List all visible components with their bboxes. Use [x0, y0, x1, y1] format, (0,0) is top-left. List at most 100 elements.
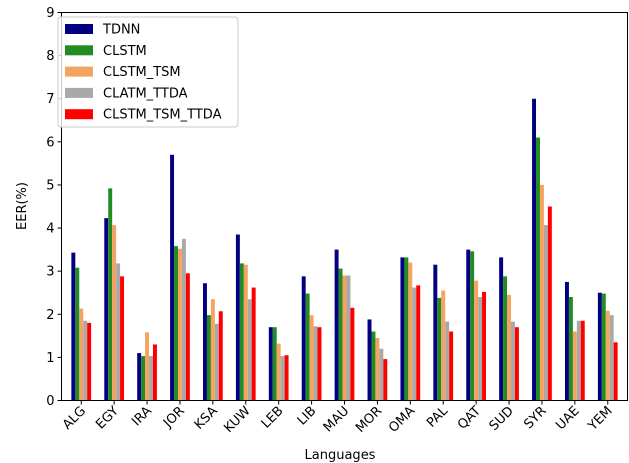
- bar-tdnn-syr: [532, 98, 537, 401]
- bar-clstm-tsm-ttda-mau: [350, 307, 355, 401]
- y-tick-label: 7: [46, 92, 54, 107]
- x-tick-label-oma: OMA: [386, 404, 418, 436]
- bar-clstm-tsm-pal: [441, 290, 446, 401]
- bar-clstm-tsm-yem: [605, 310, 610, 401]
- y-tick-label: 2: [46, 308, 54, 323]
- bar-clstm-tsm-ksa: [210, 299, 215, 401]
- bar-clstm-jor: [174, 246, 178, 401]
- bar-clstm-tsm-syr: [539, 184, 544, 401]
- bar-clstm-tsm-jor: [177, 248, 182, 401]
- y-tick-label: 0: [46, 394, 54, 409]
- x-tick-label-leb: LEB: [259, 404, 287, 432]
- bar-clstm-leb: [272, 327, 277, 401]
- bar-clstm-tsm-ttda-kuw: [251, 287, 256, 401]
- bar-tdnn-lib: [301, 276, 306, 401]
- bar-tdnn-pal: [433, 264, 438, 401]
- bar-clstm-tsm-kuw: [243, 264, 248, 401]
- bar-tdnn-sud: [499, 257, 504, 401]
- x-tick-label-ksa: KSA: [192, 404, 221, 433]
- y-tick-label: 6: [46, 135, 54, 150]
- x-tick-label-uae: UAE: [553, 404, 582, 433]
- y-tick-label: 3: [46, 265, 54, 280]
- bar-clstm-tsm-lib: [309, 315, 314, 401]
- bar-clstm-mor: [371, 331, 376, 401]
- bar-tdnn-mau: [334, 249, 339, 401]
- bar-clstm-kuw: [239, 263, 244, 401]
- x-tick-label-pal: PAL: [424, 403, 452, 431]
- x-tick-label-yem: YEM: [585, 404, 616, 435]
- legend-swatch-tdnn: [65, 24, 93, 34]
- bar-clstm-mau: [338, 268, 343, 401]
- legend-swatch-clstm-tsm: [65, 66, 93, 77]
- bar-clstm-tsm-egy: [112, 225, 117, 401]
- bar-clatm-ttda-mau: [346, 275, 351, 401]
- bar-tdnn-jor: [170, 154, 175, 401]
- bar-tdnn-yem: [597, 292, 602, 401]
- bar-clatm-ttda-alg: [83, 320, 88, 401]
- bar-clatm-ttda-uae: [576, 320, 581, 401]
- bar-clstm-tsm-ttda-pal: [449, 331, 454, 401]
- bar-clstm-tsm-ttda-alg: [87, 322, 92, 401]
- bar-tdnn-qat: [466, 249, 471, 401]
- legend-label-clstm-tsm-ttda: CLSTM_TSM_TTDA: [103, 108, 222, 123]
- bar-tdnn-leb: [268, 327, 273, 401]
- bar-clatm-ttda-sud: [511, 321, 515, 401]
- bar-clstm-tsm-ttda-leb: [284, 355, 289, 401]
- bar-tdnn-alg: [71, 252, 76, 401]
- bar-clstm-tsm-ttda-mor: [383, 359, 388, 401]
- bar-clatm-ttda-qat: [478, 297, 483, 401]
- bar-clatm-ttda-ksa: [214, 323, 219, 401]
- bar-clstm-tsm-ttda-egy: [120, 276, 125, 401]
- bar-clstm-tsm-ttda-yem: [613, 342, 618, 401]
- legend-label-clstm: CLSTM: [103, 44, 147, 59]
- bar-clstm-tsm-sud: [507, 294, 512, 401]
- bar-clstm-alg: [75, 267, 80, 401]
- bar-clatm-ttda-yem: [609, 315, 614, 401]
- bar-clstm-tsm-uae: [572, 331, 577, 401]
- legend-label-tdnn: TDNN: [102, 23, 140, 38]
- bars-layer: [71, 98, 618, 401]
- bar-clstm-yem: [601, 293, 606, 401]
- bar-clstm-tsm-ttda-ira: [152, 344, 157, 401]
- bar-clstm-tsm-oma: [408, 262, 413, 401]
- legend-label-clatm-ttda: CLATM_TTDA: [103, 86, 188, 101]
- x-tick-label-sud: SUD: [487, 404, 517, 434]
- bar-clstm-ira: [141, 356, 146, 401]
- bar-clstm-sud: [503, 276, 508, 401]
- legend-box: [57, 16, 239, 128]
- bar-clatm-ttda-kuw: [247, 299, 252, 401]
- legend-swatch-clatm-ttda: [65, 87, 93, 98]
- bar-tdnn-uae: [564, 281, 569, 401]
- y-tick-label: 5: [46, 178, 54, 193]
- bar-clatm-ttda-mor: [379, 348, 384, 401]
- x-tick-label-ira: IRA: [129, 404, 155, 430]
- y-axis-label: EER(%): [15, 182, 30, 230]
- bar-clstm-tsm-ttda-uae: [580, 320, 585, 401]
- bar-clstm-tsm-ttda-qat: [482, 291, 486, 401]
- bar-clstm-tsm-alg: [79, 308, 84, 401]
- y-tick-label: 4: [46, 222, 54, 237]
- bar-tdnn-ksa: [203, 283, 207, 401]
- bar-clatm-ttda-ira: [149, 356, 153, 401]
- bar-clstm-tsm-mau: [342, 275, 347, 401]
- bar-tdnn-ira: [137, 353, 142, 401]
- bar-clstm-egy: [108, 188, 113, 401]
- bar-clstm-tsm-ttda-sud: [514, 327, 519, 401]
- bar-clstm-tsm-ttda-ksa: [218, 311, 223, 401]
- bar-clstm-pal: [437, 297, 442, 401]
- bar-clstm-tsm-ttda-syr: [547, 206, 552, 401]
- bar-clstm-tsm-mor: [375, 337, 380, 401]
- bar-clstm-uae: [568, 297, 573, 401]
- bar-clatm-ttda-lib: [313, 326, 318, 401]
- bar-clatm-ttda-pal: [445, 321, 450, 401]
- x-tick-label-mor: MOR: [353, 404, 385, 436]
- legend-label-clstm-tsm: CLSTM_TSM: [103, 65, 181, 80]
- bar-clstm-syr: [536, 137, 540, 401]
- x-axis: ALG EGY IRA JOR KSA KUW LEB LIB MAU MOR OMA PAL QAT S…: [60, 400, 616, 436]
- bar-clstm-ksa: [206, 315, 211, 401]
- x-tick-label-egy: EGY: [93, 404, 122, 433]
- bar-tdnn-egy: [104, 218, 109, 401]
- bar-clstm-qat: [470, 251, 475, 401]
- bar-clstm-tsm-ira: [145, 332, 150, 401]
- legend-swatch-clstm-tsm-ttda: [65, 109, 93, 120]
